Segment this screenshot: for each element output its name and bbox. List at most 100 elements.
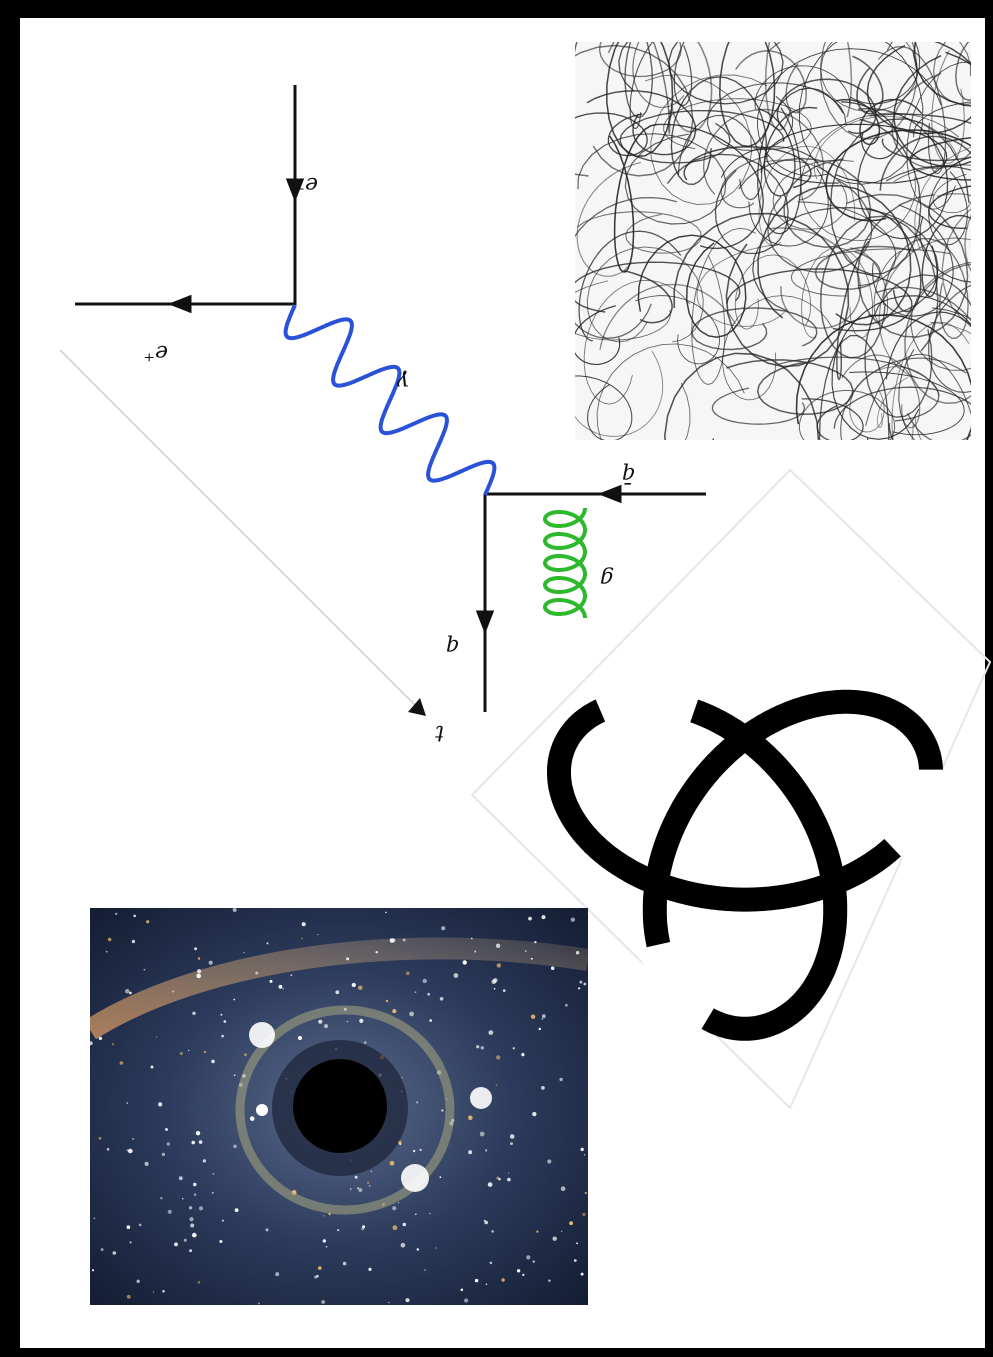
star (162, 1290, 165, 1293)
star (199, 1206, 203, 1210)
star (189, 1217, 193, 1221)
star (497, 963, 501, 967)
star (393, 1225, 398, 1230)
star (475, 1279, 478, 1282)
star (461, 1289, 464, 1292)
star (316, 1275, 319, 1278)
star (196, 1131, 200, 1135)
star (179, 1176, 183, 1180)
star (481, 1046, 484, 1049)
star (302, 922, 306, 926)
star (463, 960, 467, 964)
star (419, 1149, 421, 1151)
star (233, 1145, 237, 1149)
star (222, 1220, 224, 1222)
bright-star (249, 1022, 275, 1048)
star (204, 1051, 206, 1053)
star (584, 1154, 585, 1155)
star (571, 918, 575, 922)
star (324, 1024, 328, 1028)
star (541, 1018, 543, 1020)
star (209, 961, 213, 965)
star (162, 1153, 165, 1156)
star (275, 1272, 279, 1276)
star (582, 1213, 585, 1216)
star (416, 1101, 418, 1103)
star (547, 1159, 551, 1163)
star (220, 1014, 222, 1016)
star (454, 973, 459, 978)
star (193, 1183, 196, 1186)
star (337, 1229, 339, 1231)
star (536, 1231, 538, 1233)
star (406, 971, 410, 975)
star (369, 1185, 371, 1187)
star (415, 991, 417, 993)
star (405, 1298, 409, 1302)
star (471, 938, 473, 940)
star (576, 1242, 578, 1244)
star (398, 1202, 399, 1203)
star (199, 1140, 203, 1144)
bright-star (470, 1087, 492, 1109)
star (403, 939, 406, 942)
crossing-gap (600, 702, 694, 711)
star (266, 1228, 269, 1231)
star (526, 1255, 530, 1259)
bright-star (256, 1104, 268, 1116)
star (498, 1178, 500, 1180)
star (390, 1161, 395, 1166)
star (113, 1251, 117, 1255)
star (282, 988, 284, 990)
star (507, 1178, 511, 1182)
event-horizon (293, 1059, 387, 1153)
star (255, 972, 258, 975)
star (101, 1248, 104, 1251)
star (496, 1055, 500, 1059)
star (184, 1239, 187, 1242)
star (359, 1019, 363, 1023)
star (188, 1050, 189, 1051)
star (167, 1142, 170, 1145)
star (298, 1036, 302, 1040)
collage: e⁻ e⁺ γ q̄ g q t (0, 0, 993, 1357)
star (99, 1137, 102, 1140)
star (392, 1009, 396, 1013)
star (415, 1213, 417, 1215)
star (182, 1198, 184, 1200)
scribble (535, 0, 993, 505)
star (531, 1015, 535, 1019)
star (583, 983, 586, 986)
star (569, 1221, 573, 1225)
star (542, 1014, 546, 1018)
star (581, 1273, 584, 1276)
star (392, 1206, 396, 1210)
star (326, 1246, 328, 1248)
label: e⁺ (143, 340, 168, 365)
star (108, 938, 112, 942)
star (156, 1036, 157, 1037)
star (127, 1225, 131, 1229)
label: t (435, 720, 444, 745)
star (106, 951, 108, 953)
star (492, 979, 497, 984)
star (409, 1012, 414, 1017)
star (321, 1300, 325, 1304)
star (115, 913, 117, 915)
star (290, 974, 292, 976)
star (579, 981, 582, 984)
star (578, 987, 580, 989)
star (318, 1266, 322, 1270)
star (196, 974, 201, 979)
star (468, 1116, 473, 1121)
star (335, 990, 339, 994)
star (385, 912, 387, 914)
label: q (446, 634, 460, 659)
star (484, 1220, 486, 1222)
star (429, 1213, 430, 1214)
star (541, 1086, 545, 1090)
star (112, 1043, 114, 1045)
star (508, 1172, 509, 1173)
star (364, 1041, 366, 1043)
star (376, 951, 378, 953)
